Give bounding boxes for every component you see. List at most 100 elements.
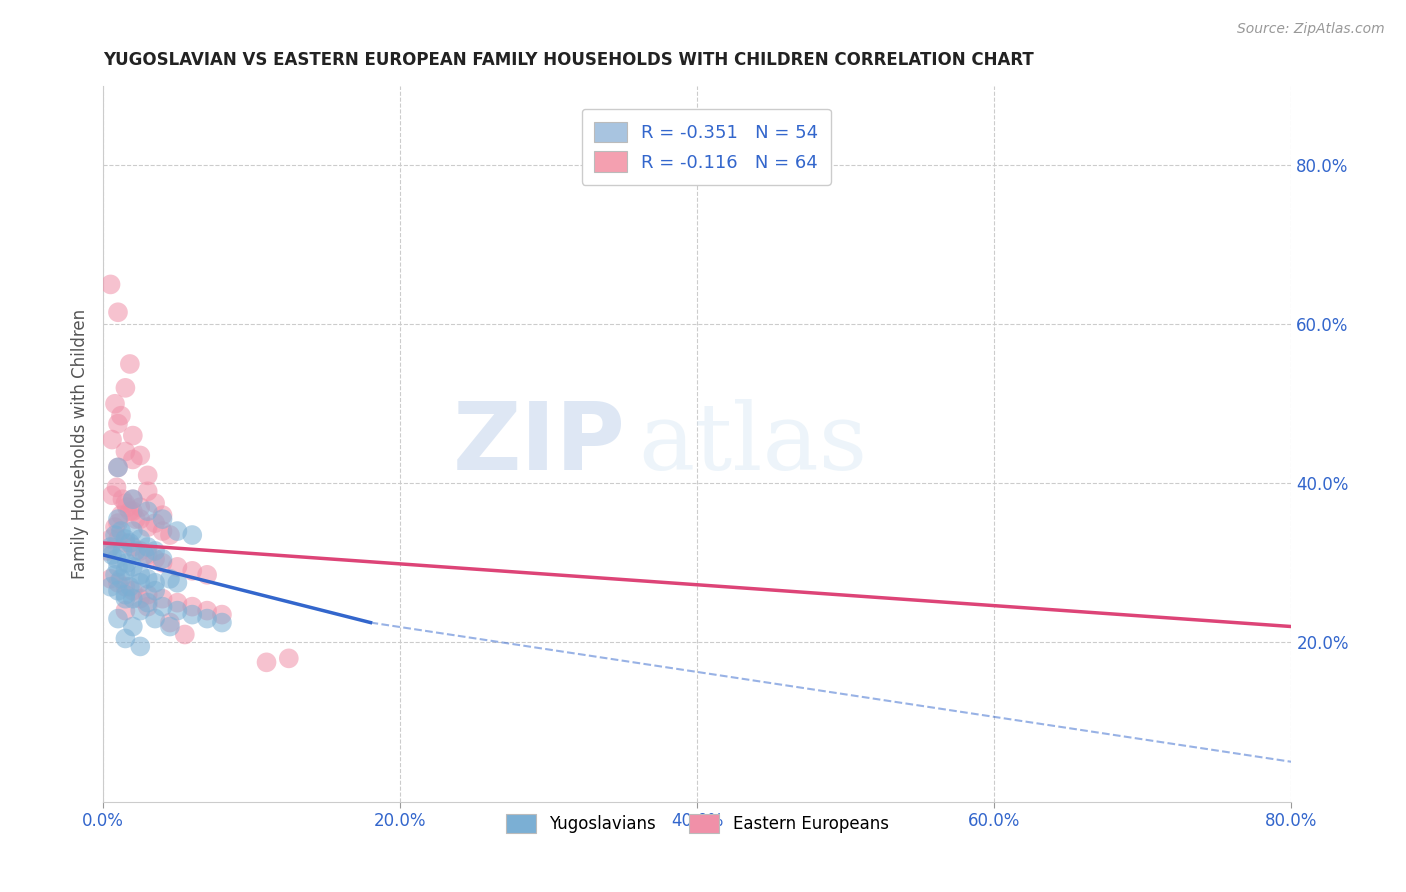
Point [107, 575, 129, 590]
Point [136, 596, 159, 610]
Point [97, 544, 120, 558]
Point [129, 512, 152, 526]
Point [107, 516, 129, 530]
Point [136, 520, 159, 534]
Point [114, 536, 136, 550]
Point [114, 564, 136, 578]
Point [114, 588, 136, 602]
Point [115, 500, 138, 515]
Point [125, 512, 148, 526]
Point [118, 357, 141, 371]
Point [121, 583, 143, 598]
Point [101, 548, 124, 562]
Point [166, 604, 188, 618]
Point [143, 516, 166, 530]
Point [111, 492, 134, 507]
Point [181, 528, 204, 542]
Point [121, 591, 143, 606]
Point [107, 305, 129, 319]
Point [211, 607, 233, 622]
Point [136, 588, 159, 602]
Point [104, 567, 127, 582]
Point [152, 508, 174, 523]
Point [129, 532, 152, 546]
Point [107, 583, 129, 598]
Point [152, 524, 174, 538]
Point [101, 433, 124, 447]
Y-axis label: Family Households with Children: Family Households with Children [72, 309, 89, 579]
Point [114, 632, 136, 646]
Point [136, 599, 159, 614]
Point [107, 460, 129, 475]
Point [100, 277, 122, 292]
Point [211, 615, 233, 630]
Point [107, 611, 129, 625]
Point [107, 559, 129, 574]
Point [143, 552, 166, 566]
Point [121, 504, 143, 518]
Point [110, 409, 132, 423]
Point [100, 540, 122, 554]
Point [121, 559, 143, 574]
Point [166, 575, 188, 590]
Point [101, 488, 124, 502]
Point [121, 428, 143, 442]
Point [143, 575, 166, 590]
Legend: Yugoslavians, Eastern Europeans: Yugoslavians, Eastern Europeans [496, 804, 898, 843]
Point [121, 619, 143, 633]
Point [136, 572, 159, 586]
Point [181, 564, 204, 578]
Point [121, 452, 143, 467]
Point [114, 381, 136, 395]
Point [181, 607, 204, 622]
Point [107, 532, 129, 546]
Point [111, 544, 134, 558]
Point [143, 611, 166, 625]
Point [181, 599, 204, 614]
Point [277, 651, 299, 665]
Point [136, 504, 159, 518]
Text: YUGOSLAVIAN VS EASTERN EUROPEAN FAMILY HOUSEHOLDS WITH CHILDREN CORRELATION CHAR: YUGOSLAVIAN VS EASTERN EUROPEAN FAMILY H… [103, 51, 1033, 69]
Point [110, 524, 132, 538]
Point [114, 532, 136, 546]
Point [100, 580, 122, 594]
Point [129, 575, 152, 590]
Point [129, 591, 152, 606]
Point [143, 583, 166, 598]
Point [136, 484, 159, 499]
Point [166, 524, 188, 538]
Point [152, 599, 174, 614]
Point [256, 656, 278, 670]
Point [159, 528, 181, 542]
Point [100, 532, 122, 546]
Text: ZIP: ZIP [453, 398, 626, 490]
Point [105, 480, 128, 494]
Point [129, 567, 152, 582]
Point [136, 548, 159, 562]
Point [195, 611, 218, 625]
Point [121, 540, 143, 554]
Point [114, 580, 136, 594]
Point [107, 417, 129, 431]
Point [152, 556, 174, 570]
Point [159, 615, 181, 630]
Point [114, 444, 136, 458]
Text: atlas: atlas [638, 399, 868, 489]
Point [134, 548, 156, 562]
Point [110, 572, 132, 586]
Text: Source: ZipAtlas.com: Source: ZipAtlas.com [1237, 22, 1385, 37]
Point [118, 536, 141, 550]
Point [129, 500, 152, 515]
Point [110, 508, 132, 523]
Point [159, 619, 181, 633]
Point [114, 591, 136, 606]
Point [129, 640, 152, 654]
Point [195, 567, 218, 582]
Point [118, 504, 141, 518]
Point [152, 591, 174, 606]
Point [143, 544, 166, 558]
Point [166, 559, 188, 574]
Point [107, 512, 129, 526]
Point [136, 540, 159, 554]
Point [152, 512, 174, 526]
